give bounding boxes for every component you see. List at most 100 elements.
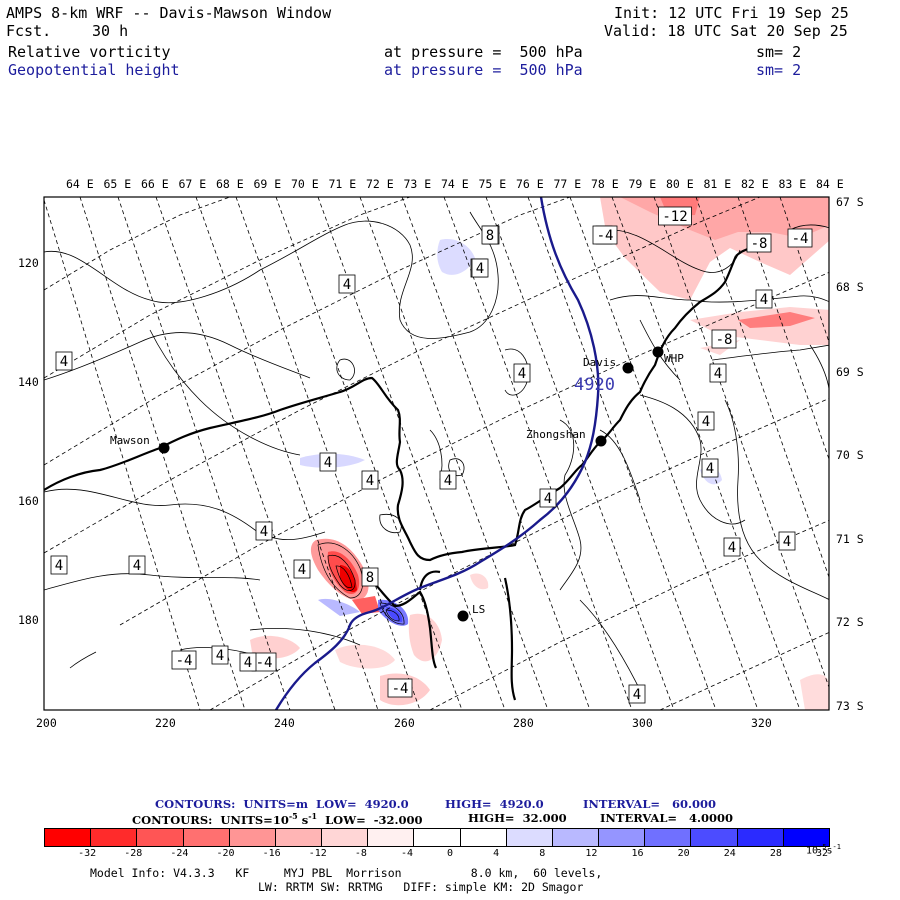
legend-height-high: HIGH= 4920.0 <box>445 797 544 811</box>
station-dot-mawson <box>158 442 170 454</box>
contour-label-text: 4 <box>702 414 710 430</box>
colorbar-swatch <box>506 829 553 846</box>
grid-x-220: 220 <box>155 716 176 730</box>
field2-name: Geopotential height <box>8 61 180 79</box>
vorticity-shading <box>250 197 829 710</box>
contour-label-text: 4 <box>55 558 63 574</box>
colorbar-tick-label: 0 <box>447 848 454 859</box>
vorticity-contours <box>44 211 829 691</box>
station-dot-ls <box>457 610 469 622</box>
lon-label: 70 E <box>291 177 319 191</box>
contour-label-box: 4 <box>723 537 741 557</box>
legend-vort-interval: INTERVAL= 4.0000 <box>600 811 734 825</box>
colorbar-unit-base: 10 <box>806 845 819 857</box>
lon-label: 82 E <box>741 177 769 191</box>
contour-label-box: 4 <box>628 684 646 704</box>
colorbar-tick-label: 24 <box>723 848 736 859</box>
contour-label-text: -4 <box>392 681 409 697</box>
colorbar-swatch <box>691 829 738 846</box>
colorbar-swatch <box>45 829 92 846</box>
colorbar-tick-label: 32 <box>816 848 829 859</box>
lon-label: 64 E <box>66 177 94 191</box>
lon-label: 78 E <box>591 177 619 191</box>
geopotential-contour-4920 <box>274 197 600 710</box>
grid-x-200: 200 <box>36 716 57 730</box>
contour-label-box: 4 <box>361 470 379 490</box>
colorbar-units: 10-5s-1 <box>806 843 841 856</box>
contour-label-text: -8 <box>751 236 768 252</box>
colorbar-unit-s-exp: -1 <box>832 843 841 851</box>
contour-label-text: 4 <box>544 491 552 507</box>
lat-label-73s: 73 S <box>836 699 864 713</box>
contour-label-box: 4 <box>701 458 719 478</box>
lon-label: 71 E <box>328 177 357 191</box>
grid-x-280: 280 <box>513 716 534 730</box>
contour-label-box: 4 <box>255 521 273 541</box>
colorbar-unit-s: s <box>826 845 833 857</box>
contour-label-text: -8 <box>716 332 733 348</box>
contour-label-box: -8 <box>711 329 737 349</box>
lon-label: 73 E <box>403 177 432 191</box>
graticule <box>44 197 829 710</box>
valid-time: Valid: 18 UTC Sat 20 Sep 25 <box>604 22 848 40</box>
grid-x-300: 300 <box>632 716 653 730</box>
contour-label-box: 4 <box>697 411 715 431</box>
lon-label: 80 E <box>666 177 694 191</box>
contour-label-text: 4 <box>476 261 484 277</box>
contour-label-text: -4 <box>597 228 614 244</box>
contour-label-box: 4 <box>471 258 489 278</box>
lat-label-69s: 69 S <box>836 365 864 379</box>
lon-label: 75 E <box>478 177 507 191</box>
contour-label-box: 8 <box>481 225 499 245</box>
colorbar-swatch <box>183 829 230 846</box>
colorbar-swatch <box>460 829 507 846</box>
contour-label-text: 4 <box>343 277 351 293</box>
contour-label-box: 4 <box>239 652 257 672</box>
legend-vort-s-exp: -1 <box>308 811 318 821</box>
contour-label-text: 8 <box>366 570 374 586</box>
station-label-ls: LS <box>472 603 485 616</box>
contour-label-box: -4 <box>592 225 618 245</box>
contour-label-text: 4 <box>760 292 768 308</box>
station-label-mawson: Mawson <box>110 434 150 447</box>
colorbar-swatch <box>599 829 646 846</box>
contour-label-text: 4 <box>260 524 268 540</box>
grid-x-240: 240 <box>274 716 295 730</box>
contour-label-text: 4 <box>714 366 722 382</box>
colorbar-swatch <box>322 829 369 846</box>
legend-vort-high: HIGH= 32.000 <box>468 811 567 825</box>
contour-label-box: 4 <box>755 289 773 309</box>
colorbar-swatch <box>414 829 461 846</box>
station-dot-davis <box>622 362 634 374</box>
legend-vorticity-line: CONTOURS: UNITS=10-5 s-1 LOW= -32.000 HIG… <box>132 811 733 827</box>
colorbar-tick-label: -32 <box>78 848 97 859</box>
colorbar-swatch <box>275 829 323 846</box>
contour-label-text: 4 <box>633 687 641 703</box>
colorbar-tick-label: -16 <box>262 848 281 859</box>
lon-label: 66 E <box>141 177 169 191</box>
legend-height-interval: INTERVAL= 60.000 <box>583 797 717 811</box>
contour-label-box: -4 <box>171 650 197 670</box>
lat-label-67s: 67 S <box>836 195 864 209</box>
contour-label-box: -4 <box>387 678 413 698</box>
contour-label-text: 4 <box>244 655 252 671</box>
grid-x-320: 320 <box>751 716 772 730</box>
contour-label-text: -4 <box>256 655 273 671</box>
grid-x-260: 260 <box>394 716 415 730</box>
lat-label-71s: 71 S <box>836 532 864 546</box>
grid-y-180: 180 <box>18 613 39 627</box>
contour-label-box: 4 <box>211 645 229 665</box>
lon-label: 65 E <box>103 177 132 191</box>
contour-label-text: 8 <box>486 228 494 244</box>
station-dot-zhongshan <box>595 435 607 447</box>
contour-label-box: -12 <box>658 206 692 226</box>
contour-label-box: 4 <box>709 363 727 383</box>
init-time: Init: 12 UTC Fri 19 Sep 25 <box>614 4 849 22</box>
contour-label-text: 4 <box>518 366 526 382</box>
contour-label-text: -12 <box>662 209 687 225</box>
lat-label-70s: 70 S <box>836 448 864 462</box>
height-contour-label: 4920 <box>574 375 615 395</box>
contour-label-box: 4 <box>439 470 457 490</box>
contour-label-box: 4 <box>55 351 73 371</box>
lon-label: 84 E <box>816 177 844 191</box>
